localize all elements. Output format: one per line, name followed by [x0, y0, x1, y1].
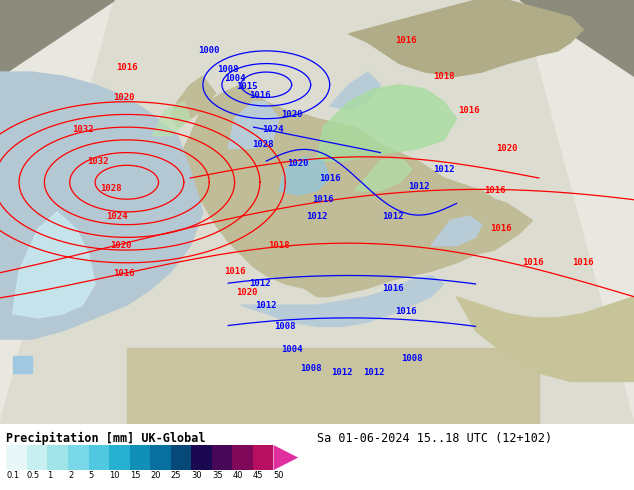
Bar [212, 445, 233, 470]
Text: 1024: 1024 [107, 212, 128, 220]
Text: 1008: 1008 [217, 66, 239, 74]
Text: 30: 30 [191, 471, 202, 481]
Text: 1016: 1016 [490, 224, 512, 233]
Text: 1012: 1012 [249, 279, 271, 289]
Text: 1016: 1016 [395, 36, 417, 45]
Polygon shape [0, 0, 114, 76]
Polygon shape [330, 72, 380, 110]
Text: 1020: 1020 [110, 242, 131, 250]
Polygon shape [178, 85, 533, 297]
Polygon shape [171, 76, 216, 127]
Polygon shape [431, 216, 482, 246]
Text: 0.5: 0.5 [27, 471, 40, 481]
Polygon shape [456, 297, 634, 381]
Text: 1008: 1008 [300, 364, 321, 373]
Text: 1018: 1018 [433, 72, 455, 81]
Polygon shape [13, 356, 32, 373]
Polygon shape [228, 102, 279, 148]
Text: 1012: 1012 [433, 165, 455, 174]
Polygon shape [0, 0, 634, 424]
Text: 1018: 1018 [268, 242, 290, 250]
Text: 1016: 1016 [116, 63, 138, 73]
Text: 1020: 1020 [281, 110, 302, 119]
Text: 5: 5 [89, 471, 94, 481]
Text: 40: 40 [233, 471, 243, 481]
Text: 1016: 1016 [395, 307, 417, 316]
Text: 1016: 1016 [458, 106, 480, 115]
Text: 0.1: 0.1 [6, 471, 20, 481]
Bar [129, 445, 150, 470]
Bar [68, 445, 89, 470]
Text: 1016: 1016 [249, 91, 271, 100]
Text: 1012: 1012 [306, 212, 328, 220]
Text: Precipitation [mm] UK-Global: Precipitation [mm] UK-Global [6, 432, 206, 445]
Text: 1028: 1028 [100, 184, 122, 193]
Text: 1016: 1016 [224, 267, 245, 276]
Text: 1004: 1004 [224, 74, 245, 83]
Text: 1016: 1016 [484, 186, 505, 195]
Bar [253, 445, 273, 470]
Bar [89, 445, 109, 470]
Text: 15: 15 [129, 471, 140, 481]
Text: 1020: 1020 [113, 93, 134, 102]
Text: Sa 01-06-2024 15..18 UTC (12+102): Sa 01-06-2024 15..18 UTC (12+102) [317, 432, 552, 445]
Text: 1032: 1032 [72, 125, 93, 134]
Polygon shape [355, 157, 412, 191]
Bar [6, 445, 27, 470]
Text: 1020: 1020 [236, 288, 258, 297]
Text: 1016: 1016 [313, 195, 334, 204]
Bar [150, 445, 171, 470]
Text: 1020: 1020 [287, 159, 309, 168]
Text: 2: 2 [68, 471, 74, 481]
Text: 1032: 1032 [87, 157, 109, 166]
Polygon shape [0, 0, 634, 424]
Text: 1016: 1016 [382, 284, 404, 293]
Text: 1008: 1008 [401, 354, 423, 363]
Text: 1016: 1016 [573, 258, 594, 267]
Text: 1: 1 [48, 471, 53, 481]
Text: 1012: 1012 [256, 301, 277, 310]
Text: 1004: 1004 [281, 345, 302, 354]
Polygon shape [127, 347, 539, 424]
Bar [233, 445, 253, 470]
Polygon shape [273, 445, 298, 470]
Polygon shape [279, 157, 330, 195]
Polygon shape [13, 212, 95, 318]
Polygon shape [520, 0, 634, 76]
Text: 50: 50 [273, 471, 284, 481]
Bar [109, 445, 129, 470]
Text: 45: 45 [253, 471, 264, 481]
Text: 1012: 1012 [332, 368, 353, 377]
Text: 35: 35 [212, 471, 223, 481]
Text: 1012: 1012 [363, 368, 385, 377]
Text: 1016: 1016 [113, 269, 134, 278]
Bar [171, 445, 191, 470]
Polygon shape [0, 0, 634, 424]
Text: 1000: 1000 [198, 47, 220, 55]
Text: 1024: 1024 [262, 125, 283, 134]
Polygon shape [152, 102, 190, 136]
Polygon shape [0, 72, 203, 339]
Text: 1028: 1028 [252, 140, 274, 148]
Polygon shape [317, 85, 456, 161]
Text: 1016: 1016 [522, 258, 543, 267]
Bar [27, 445, 48, 470]
Text: 25: 25 [171, 471, 181, 481]
Text: 1012: 1012 [408, 182, 429, 191]
Bar [191, 445, 212, 470]
Text: 1008: 1008 [275, 322, 296, 331]
Text: 1015: 1015 [236, 82, 258, 92]
Text: 1020: 1020 [496, 144, 518, 153]
Text: 20: 20 [150, 471, 160, 481]
Text: 1012: 1012 [382, 212, 404, 220]
Polygon shape [241, 275, 444, 326]
Text: 10: 10 [109, 471, 120, 481]
Text: 1016: 1016 [319, 173, 340, 182]
Bar [48, 445, 68, 470]
Polygon shape [349, 0, 583, 76]
